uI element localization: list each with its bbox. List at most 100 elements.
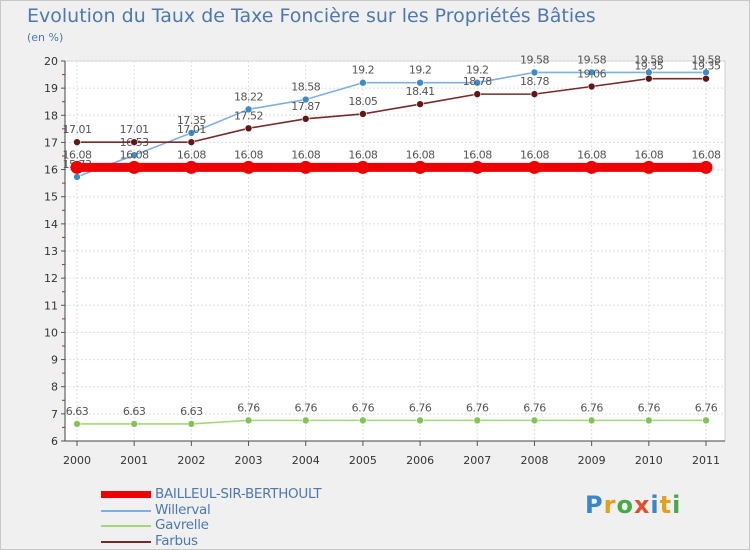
data-label-willerval: 19.58 bbox=[520, 53, 549, 66]
data-point-willerval bbox=[244, 105, 253, 114]
legend-label-willerval: Willerval bbox=[155, 501, 211, 518]
data-point-farbus bbox=[359, 110, 367, 118]
data-label-willerval: 19.2 bbox=[352, 64, 375, 77]
data-point-farbus bbox=[73, 138, 81, 146]
data-point-willerval bbox=[416, 78, 424, 87]
series-line-gavrelle bbox=[77, 419, 706, 425]
x-tick-label: 2004 bbox=[292, 454, 320, 467]
logo-letter: i bbox=[650, 491, 660, 519]
data-label-bailleul-sir-berthoult: 16.08 bbox=[177, 148, 206, 161]
data-point-bailleul-sir-berthoult bbox=[699, 160, 713, 174]
data-label-farbus: 19.35 bbox=[692, 60, 721, 73]
x-tick-label: 2003 bbox=[235, 454, 263, 467]
data-label-bailleul-sir-berthoult: 16.08 bbox=[463, 148, 492, 161]
data-point-gavrelle bbox=[587, 416, 596, 425]
y-tick-label: 16 bbox=[44, 164, 58, 177]
x-tick-label: 2009 bbox=[578, 454, 606, 467]
data-point-farbus bbox=[702, 74, 710, 83]
data-point-farbus bbox=[301, 115, 310, 123]
data-label-willerval: 19.58 bbox=[692, 53, 721, 66]
y-tick-label: 8 bbox=[51, 381, 58, 394]
y-tick-label: 6 bbox=[51, 435, 58, 448]
data-point-bailleul-sir-berthoult bbox=[470, 160, 484, 174]
proxiti-logo: Proxiti bbox=[585, 491, 681, 519]
data-label-farbus: 17.01 bbox=[177, 123, 206, 136]
legend-swatch-gavrelle bbox=[101, 525, 151, 527]
data-label-farbus: 18.05 bbox=[348, 95, 377, 108]
data-label-gavrelle: 6.76 bbox=[695, 401, 718, 414]
data-label-bailleul-sir-berthoult: 16.08 bbox=[634, 148, 663, 161]
data-point-farbus bbox=[587, 82, 596, 91]
data-point-gavrelle bbox=[473, 416, 482, 425]
data-point-bailleul-sir-berthoult bbox=[127, 160, 141, 174]
data-point-farbus bbox=[244, 124, 253, 133]
data-point-gavrelle bbox=[130, 420, 138, 428]
x-tick-label: 2008 bbox=[520, 454, 548, 467]
data-label-willerval: 19.58 bbox=[577, 53, 606, 66]
data-point-bailleul-sir-berthoult bbox=[356, 160, 370, 174]
x-tick-label: 2007 bbox=[463, 454, 491, 467]
y-tick-label: 7 bbox=[51, 408, 58, 421]
data-label-gavrelle: 6.76 bbox=[409, 401, 432, 414]
data-label-farbus: 17.01 bbox=[120, 123, 149, 136]
data-label-bailleul-sir-berthoult: 16.08 bbox=[348, 148, 377, 161]
x-tick-label: 2001 bbox=[120, 454, 148, 467]
data-point-gavrelle bbox=[244, 416, 253, 425]
data-point-gavrelle bbox=[73, 420, 81, 428]
data-label-gavrelle: 6.76 bbox=[580, 401, 603, 414]
y-tick-label: 14 bbox=[44, 218, 58, 231]
y-tick-label: 10 bbox=[44, 326, 58, 339]
data-label-willerval: 19.58 bbox=[634, 53, 663, 66]
y-tick-label: 9 bbox=[51, 354, 58, 367]
x-tick-label: 2000 bbox=[63, 454, 91, 467]
data-point-gavrelle bbox=[645, 416, 653, 425]
data-point-farbus bbox=[130, 138, 138, 146]
data-label-bailleul-sir-berthoult: 16.08 bbox=[692, 148, 721, 161]
y-tick-label: 13 bbox=[44, 245, 58, 258]
data-point-bailleul-sir-berthoult bbox=[70, 160, 84, 174]
data-label-farbus: 19.06 bbox=[577, 68, 606, 81]
x-tick-label: 2011 bbox=[692, 454, 720, 467]
data-point-willerval bbox=[359, 78, 367, 87]
y-tick-label: 15 bbox=[44, 191, 58, 204]
legend-label-bailleul: BAILLEUL-SIR-BERTHOULT bbox=[155, 486, 322, 502]
data-label-gavrelle: 6.76 bbox=[466, 401, 489, 414]
data-point-willerval bbox=[473, 78, 482, 87]
data-point-bailleul-sir-berthoult bbox=[184, 160, 198, 174]
legend-label-farbus: Farbus bbox=[155, 532, 198, 549]
y-tick-label: 20 bbox=[44, 55, 58, 68]
data-point-bailleul-sir-berthoult bbox=[642, 160, 656, 174]
data-label-gavrelle: 6.63 bbox=[123, 405, 146, 418]
data-label-gavrelle: 6.76 bbox=[523, 401, 546, 414]
logo-letter: o bbox=[616, 491, 634, 519]
data-point-bailleul-sir-berthoult bbox=[585, 160, 599, 174]
data-point-farbus bbox=[416, 100, 424, 108]
data-label-bailleul-sir-berthoult: 16.08 bbox=[63, 148, 92, 161]
data-label-gavrelle: 6.76 bbox=[237, 401, 260, 414]
x-tick-label: 2010 bbox=[635, 454, 663, 467]
data-label-farbus: 17.01 bbox=[63, 123, 92, 136]
series-line-farbus bbox=[77, 77, 706, 143]
data-label-farbus: 18.78 bbox=[520, 75, 549, 88]
line-chart: 6 7 8 9 10 11 12 13 14 15 16 17 18 19 20 2000 2001 2002 20… bbox=[44, 53, 726, 467]
data-point-willerval bbox=[301, 95, 310, 104]
y-tick-label: 18 bbox=[44, 109, 58, 122]
data-point-bailleul-sir-berthoult bbox=[299, 160, 313, 174]
chart-title: Evolution du Taux de Taxe Foncière sur l… bbox=[27, 5, 596, 27]
data-label-gavrelle: 6.76 bbox=[294, 401, 317, 414]
data-point-willerval bbox=[130, 151, 138, 159]
data-point-gavrelle bbox=[187, 420, 196, 428]
data-point-gavrelle bbox=[702, 416, 710, 425]
x-tick-label: 2005 bbox=[349, 454, 377, 467]
data-label-farbus: 17.52 bbox=[234, 109, 263, 122]
data-label-bailleul-sir-berthoult: 16.08 bbox=[291, 148, 320, 161]
data-label-farbus: 17.87 bbox=[291, 100, 320, 113]
data-label-gavrelle: 6.76 bbox=[352, 401, 375, 414]
data-point-gavrelle bbox=[416, 416, 424, 425]
legend-swatch-farbus bbox=[101, 540, 151, 543]
data-label-gavrelle: 6.76 bbox=[638, 401, 661, 414]
data-label-willerval: 17.35 bbox=[177, 114, 206, 127]
data-point-willerval bbox=[587, 68, 596, 77]
data-label-willerval: 19.2 bbox=[466, 64, 489, 77]
data-point-bailleul-sir-berthoult bbox=[413, 160, 427, 174]
